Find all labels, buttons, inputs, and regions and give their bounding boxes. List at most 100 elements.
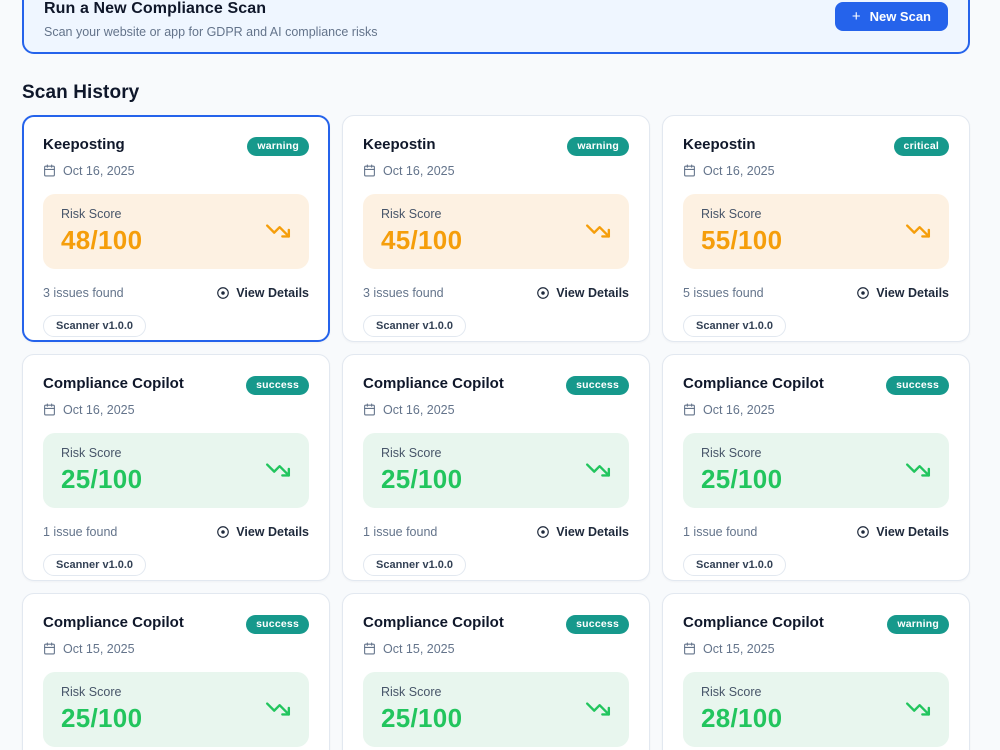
risk-score-value: 25/100 (61, 464, 142, 495)
new-scan-button[interactable]: + New Scan (835, 2, 948, 31)
issues-row: 1 issue found View Details (683, 525, 949, 539)
risk-score-label: Risk Score (381, 207, 462, 221)
calendar-icon (683, 403, 696, 416)
issues-row: 3 issues found View Details (43, 286, 309, 300)
scan-title: Compliance Copilot (43, 375, 184, 392)
calendar-icon (363, 164, 376, 177)
trending-down-icon (905, 218, 931, 244)
scan-date-row: Oct 16, 2025 (363, 164, 629, 178)
scan-card[interactable]: Compliance Copilot success Oct 16, 2025 … (662, 354, 970, 581)
risk-score-text: Risk Score 25/100 (381, 446, 462, 495)
issues-row: 1 issue found View Details (43, 525, 309, 539)
scan-card[interactable]: Keepostin critical Oct 16, 2025 Risk Sco… (662, 115, 970, 342)
status-badge: success (886, 376, 949, 395)
risk-score-box: Risk Score 45/100 (363, 194, 629, 269)
scanner-version-badge: Scanner v1.0.0 (43, 554, 146, 576)
scan-card[interactable]: Keepostin warning Oct 16, 2025 Risk Scor… (342, 115, 650, 342)
risk-score-box: Risk Score 25/100 (363, 433, 629, 508)
trending-down-icon (905, 696, 931, 722)
new-scan-banner: Run a New Compliance Scan Scan your webs… (22, 0, 970, 54)
scanner-version-badge: Scanner v1.0.0 (363, 554, 466, 576)
view-details-label: View Details (236, 286, 309, 300)
new-scan-button-label: New Scan (870, 9, 931, 24)
trending-down-icon (585, 218, 611, 244)
risk-score-label: Risk Score (61, 446, 142, 460)
scan-date: Oct 16, 2025 (703, 403, 775, 417)
scan-date-row: Oct 15, 2025 (43, 642, 309, 656)
risk-score-box: Risk Score 25/100 (363, 672, 629, 747)
risk-score-value: 25/100 (381, 703, 462, 734)
risk-score-label: Risk Score (701, 207, 782, 221)
calendar-icon (363, 642, 376, 655)
scan-history-heading: Scan History (22, 82, 970, 104)
risk-score-text: Risk Score 48/100 (61, 207, 142, 256)
risk-score-value: 25/100 (61, 703, 142, 734)
view-details-label: View Details (876, 286, 949, 300)
view-details-button[interactable]: View Details (856, 525, 949, 539)
issues-found-label: 3 issues found (363, 286, 444, 300)
banner-subtitle: Scan your website or app for GDPR and AI… (44, 25, 377, 39)
risk-score-box: Risk Score 55/100 (683, 194, 949, 269)
risk-score-value: 25/100 (701, 464, 782, 495)
eye-icon (216, 286, 230, 300)
view-details-label: View Details (556, 286, 629, 300)
scan-date-row: Oct 16, 2025 (43, 164, 309, 178)
view-details-button[interactable]: View Details (856, 286, 949, 300)
eye-icon (856, 525, 870, 539)
calendar-icon (43, 403, 56, 416)
scan-date: Oct 15, 2025 (703, 642, 775, 656)
trending-down-icon (265, 218, 291, 244)
issues-found-label: 1 issue found (363, 525, 437, 539)
card-header: Keepostin warning (363, 136, 629, 156)
scan-date-row: Oct 16, 2025 (363, 403, 629, 417)
scan-card[interactable]: Compliance Copilot success Oct 15, 2025 … (342, 593, 650, 750)
risk-score-label: Risk Score (701, 446, 782, 460)
status-badge: warning (247, 137, 309, 156)
calendar-icon (43, 164, 56, 177)
risk-score-label: Risk Score (381, 685, 462, 699)
issues-found-label: 3 issues found (43, 286, 124, 300)
issues-found-label: 1 issue found (43, 525, 117, 539)
trending-down-icon (265, 696, 291, 722)
eye-icon (216, 525, 230, 539)
risk-score-text: Risk Score 55/100 (701, 207, 782, 256)
risk-score-label: Risk Score (701, 685, 782, 699)
risk-score-box: Risk Score 25/100 (43, 672, 309, 747)
view-details-button[interactable]: View Details (536, 286, 629, 300)
status-badge: success (246, 376, 309, 395)
trending-down-icon (905, 457, 931, 483)
scanner-version-badge: Scanner v1.0.0 (683, 554, 786, 576)
risk-score-text: Risk Score 25/100 (381, 685, 462, 734)
scan-date: Oct 15, 2025 (63, 642, 135, 656)
card-header: Compliance Copilot success (683, 375, 949, 395)
scan-card[interactable]: Compliance Copilot success Oct 16, 2025 … (342, 354, 650, 581)
scan-date-row: Oct 16, 2025 (683, 164, 949, 178)
scan-date-row: Oct 16, 2025 (683, 403, 949, 417)
scan-card[interactable]: Keeposting warning Oct 16, 2025 Risk Sco… (22, 115, 330, 342)
scan-card[interactable]: Compliance Copilot success Oct 16, 2025 … (22, 354, 330, 581)
calendar-icon (683, 164, 696, 177)
scanner-version-badge: Scanner v1.0.0 (43, 315, 146, 337)
risk-score-text: Risk Score 28/100 (701, 685, 782, 734)
scanner-version-badge: Scanner v1.0.0 (363, 315, 466, 337)
view-details-button[interactable]: View Details (536, 525, 629, 539)
page: Run a New Compliance Scan Scan your webs… (22, 0, 970, 750)
view-details-button[interactable]: View Details (216, 525, 309, 539)
trending-down-icon (585, 457, 611, 483)
view-details-label: View Details (876, 525, 949, 539)
plus-icon: + (852, 9, 861, 24)
scan-card[interactable]: Compliance Copilot warning Oct 15, 2025 … (662, 593, 970, 750)
risk-score-value: 48/100 (61, 225, 142, 256)
scan-date-row: Oct 15, 2025 (363, 642, 629, 656)
risk-score-box: Risk Score 25/100 (683, 433, 949, 508)
status-badge: warning (567, 137, 629, 156)
risk-score-box: Risk Score 25/100 (43, 433, 309, 508)
risk-score-box: Risk Score 48/100 (43, 194, 309, 269)
scan-card[interactable]: Compliance Copilot success Oct 15, 2025 … (22, 593, 330, 750)
eye-icon (536, 286, 550, 300)
banner-title: Run a New Compliance Scan (44, 0, 377, 18)
view-details-button[interactable]: View Details (216, 286, 309, 300)
status-badge: warning (887, 615, 949, 634)
risk-score-text: Risk Score 25/100 (701, 446, 782, 495)
scan-title: Keeposting (43, 136, 125, 153)
